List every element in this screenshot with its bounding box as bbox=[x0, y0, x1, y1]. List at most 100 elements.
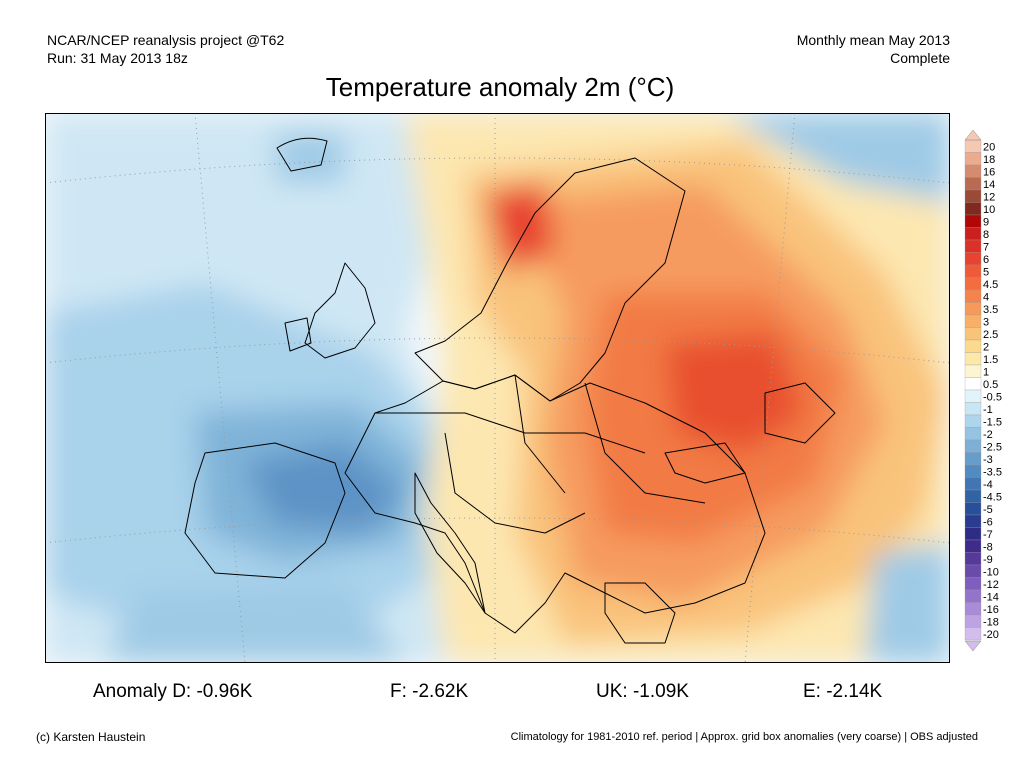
legend-swatch bbox=[964, 564, 982, 578]
legend-label: -0.5 bbox=[983, 392, 1002, 404]
legend-label: -3.5 bbox=[983, 467, 1002, 479]
legend-swatch bbox=[964, 152, 982, 166]
credit-label: (c) Karsten Haustein bbox=[36, 730, 146, 744]
legend-label: -1 bbox=[983, 404, 993, 416]
legend-swatch bbox=[964, 402, 982, 416]
legend-label: 2.5 bbox=[983, 329, 998, 341]
legend-swatch bbox=[964, 502, 982, 516]
anomaly-map bbox=[45, 113, 950, 663]
legend-label: -8 bbox=[983, 542, 993, 554]
legend-swatch bbox=[964, 352, 982, 366]
legend-top-arrow bbox=[964, 129, 982, 141]
map-title: Temperature anomaly 2m (°C) bbox=[325, 72, 675, 102]
legend-swatch bbox=[964, 427, 982, 441]
legend-label: -16 bbox=[983, 604, 999, 616]
coastlines-and-borders bbox=[184, 137, 836, 644]
legend-swatch bbox=[964, 189, 982, 203]
legend-label: 10 bbox=[983, 204, 995, 216]
legend-label: -20 bbox=[983, 629, 999, 641]
legend-label: -5 bbox=[983, 504, 993, 516]
legend-swatch bbox=[964, 539, 982, 553]
legend-bottom-arrow bbox=[964, 640, 982, 652]
legend-swatch bbox=[964, 577, 982, 591]
legend-label: 0.5 bbox=[983, 379, 998, 391]
footnote-label: Climatology for 1981-2010 ref. period | … bbox=[510, 731, 978, 743]
legend-swatch bbox=[964, 364, 982, 378]
anomaly-france: F: -2.62K bbox=[390, 681, 469, 702]
legend-labels: 201816141210987654.543.532.521.510.5-0.5… bbox=[983, 142, 1002, 642]
header-left: NCAR/NCEP reanalysis project @T62 Run: 3… bbox=[47, 31, 284, 67]
legend-swatch bbox=[964, 439, 982, 453]
graticule bbox=[45, 113, 950, 663]
legend-swatch bbox=[964, 489, 982, 503]
legend-swatch bbox=[964, 414, 982, 428]
legend-label: 14 bbox=[983, 179, 995, 191]
legend-label: 5 bbox=[983, 267, 989, 279]
legend-swatch bbox=[964, 264, 982, 278]
legend-swatch bbox=[964, 377, 982, 391]
legend-swatch bbox=[964, 327, 982, 341]
legend-swatch bbox=[964, 602, 982, 616]
legend-label: 1.5 bbox=[983, 354, 998, 366]
legend-swatch bbox=[964, 227, 982, 241]
legend-swatch bbox=[964, 214, 982, 228]
legend-swatch bbox=[964, 164, 982, 178]
legend-label: 16 bbox=[983, 167, 995, 179]
legend-swatch bbox=[964, 277, 982, 291]
legend-swatch bbox=[964, 527, 982, 541]
legend-swatch bbox=[964, 627, 982, 641]
legend-label: -4 bbox=[983, 479, 993, 491]
legend-swatches bbox=[964, 139, 982, 641]
legend-label: -7 bbox=[983, 529, 993, 541]
legend-label: 12 bbox=[983, 192, 995, 204]
legend-label: 4.5 bbox=[983, 279, 998, 291]
legend-label: -9 bbox=[983, 554, 993, 566]
legend-label: 4 bbox=[983, 292, 989, 304]
legend-label: -14 bbox=[983, 592, 999, 604]
legend-swatch bbox=[964, 202, 982, 216]
legend-label: -3 bbox=[983, 454, 993, 466]
legend-label: 2 bbox=[983, 342, 989, 354]
status-label: Complete bbox=[890, 50, 950, 66]
legend-swatch bbox=[964, 252, 982, 266]
legend-swatch bbox=[964, 514, 982, 528]
period-label: Monthly mean May 2013 bbox=[796, 32, 950, 48]
legend-label: -1.5 bbox=[983, 417, 1002, 429]
source-label: NCAR/NCEP reanalysis project @T62 bbox=[47, 32, 285, 48]
anomaly-uk: UK: -1.09K bbox=[596, 681, 689, 702]
legend-label: 6 bbox=[983, 254, 989, 266]
anomaly-germany: Anomaly D: -0.96K bbox=[93, 681, 253, 702]
anomaly-field bbox=[45, 113, 950, 663]
legend-label: 1 bbox=[983, 367, 989, 379]
map-frame bbox=[45, 113, 950, 663]
legend-swatch bbox=[964, 477, 982, 491]
legend-label: 9 bbox=[983, 217, 989, 229]
legend-label: -18 bbox=[983, 617, 999, 629]
legend-label: -12 bbox=[983, 579, 999, 591]
legend-label: 20 bbox=[983, 142, 995, 154]
color-legend: 201816141210987654.543.532.521.510.5-0.5… bbox=[964, 129, 1002, 652]
legend-label: -2 bbox=[983, 429, 993, 441]
run-label: Run: 31 May 2013 18z bbox=[47, 50, 188, 66]
legend-swatch bbox=[964, 177, 982, 191]
legend-swatch bbox=[964, 339, 982, 353]
legend-label: 3.5 bbox=[983, 304, 998, 316]
legend-swatch bbox=[964, 552, 982, 566]
legend-label: 18 bbox=[983, 154, 995, 166]
legend-label: 3 bbox=[983, 317, 989, 329]
legend-swatch bbox=[964, 314, 982, 328]
header-right: Monthly mean May 2013 Complete bbox=[797, 31, 950, 67]
legend-label: 8 bbox=[983, 229, 989, 241]
legend-label: 7 bbox=[983, 242, 989, 254]
legend-swatch bbox=[964, 239, 982, 253]
legend-swatch bbox=[964, 589, 982, 603]
legend-swatch bbox=[964, 302, 982, 316]
legend-label: -2.5 bbox=[983, 442, 1002, 454]
legend-swatch bbox=[964, 289, 982, 303]
anomaly-spain: E: -2.14K bbox=[803, 681, 883, 702]
legend-swatch bbox=[964, 139, 982, 153]
legend-swatch bbox=[964, 452, 982, 466]
legend-swatch bbox=[964, 389, 982, 403]
legend-label: -4.5 bbox=[983, 492, 1002, 504]
legend-swatch bbox=[964, 614, 982, 628]
